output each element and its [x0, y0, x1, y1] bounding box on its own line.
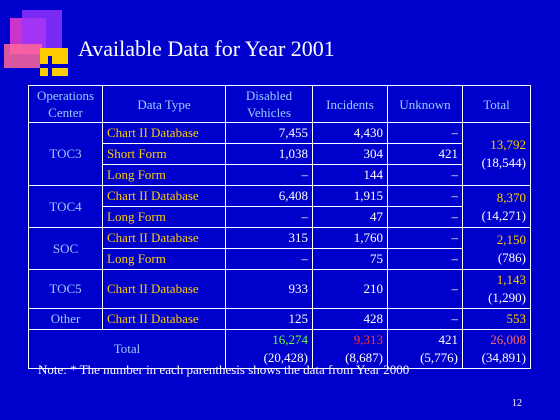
data-row: TOC3 Chart II Database 7,455 4,430–13,792 (1…	[28, 122, 531, 186]
grand-value: 9,313	[353, 332, 383, 347]
data-table: Operations Center Data Type Disabled Vehic…	[28, 85, 531, 369]
number-cell: –	[387, 308, 463, 330]
header-cell: Incidents	[312, 85, 388, 123]
total-cell: 1,143 (1,290)	[462, 269, 531, 309]
number-cell: 7,455	[225, 122, 313, 144]
deco-square	[4, 44, 42, 68]
header-cell: Operations Center	[28, 85, 103, 123]
number-cell: 210	[312, 269, 388, 309]
data-type: Chart II Database	[102, 308, 226, 330]
data-type: Long Form	[102, 248, 226, 270]
deco-line	[40, 64, 68, 68]
data-row: Long Form –75–	[29, 248, 531, 270]
total-label: Total	[28, 329, 226, 369]
number-cell: 6,408	[225, 185, 313, 207]
total-prior: (786)	[497, 249, 526, 265]
data-type: Long Form	[102, 164, 226, 186]
header-row: Operations Center Data Type Disabled Vehic…	[28, 85, 531, 123]
number-cell: 315	[225, 227, 313, 249]
number-cell: 1,038	[225, 143, 313, 165]
number-cell: 1,915	[312, 185, 388, 207]
data-row: Long Form –144–	[29, 164, 531, 186]
total-value: 2,150	[496, 231, 526, 247]
data-type: Chart II Database	[102, 269, 226, 309]
number-cell: –	[225, 206, 313, 228]
title: Available Data for Year 2001	[78, 36, 335, 61]
total-cell: 8,370 (14,271)	[462, 185, 531, 228]
number-cell: 47	[312, 206, 388, 228]
grand-total-cell: 26,008 (34,891)	[462, 329, 531, 369]
data-type: Long Form	[102, 206, 226, 228]
decoration	[4, 10, 68, 84]
center-cell: SOC	[28, 227, 103, 270]
number-cell: –	[387, 164, 463, 186]
number-cell: 421	[387, 143, 463, 165]
data-row: SOC Chart II Database 315 1,760– 2,150 (786)	[28, 227, 531, 270]
total-value: 8,370	[496, 189, 526, 205]
header-cell: Disabled Vehicles	[225, 85, 313, 123]
grand-prior: (8,687)	[345, 350, 383, 365]
center-cell: TOC3	[28, 122, 103, 186]
number-cell: –	[387, 122, 463, 144]
total-prior: (1,290)	[488, 290, 526, 305]
header-cell: Data Type	[102, 85, 226, 123]
number-cell: –	[387, 206, 463, 228]
number-cell: –	[225, 248, 313, 270]
total-cell: 2,150 (786)	[462, 227, 531, 270]
center-cell: TOC4	[28, 185, 103, 228]
total-value: 1,143	[496, 272, 526, 287]
deco-line	[48, 56, 52, 84]
number-cell: 428	[312, 308, 388, 330]
number-cell: –	[387, 185, 463, 207]
total-row: Total 16,274 (20,428) 9,313 (8,687) 421 (5,776…	[28, 329, 531, 369]
total-prior: (14,271)	[481, 207, 526, 223]
number-cell: 304	[312, 143, 388, 165]
data-type: Chart II Database	[102, 227, 226, 249]
number-cell: 75	[312, 248, 388, 270]
grand-value: 26,008	[490, 332, 526, 347]
number-cell: 4,430	[312, 122, 388, 144]
header-cell: Total	[462, 85, 531, 123]
center-cell: TOC5	[28, 269, 103, 309]
data-row: Other Chart II Database 125 428– 553	[28, 308, 531, 330]
total-value: 553	[506, 311, 527, 326]
number-cell: –	[225, 164, 313, 186]
header-cell: Unknown	[387, 85, 463, 123]
grand-total-cell: 9,313 (8,687)	[312, 329, 388, 369]
data-row: TOC5 Chart II Database 933 210– 1,143 (1,290)	[28, 269, 531, 309]
number-cell: –	[387, 227, 463, 249]
note: Note: * The number in each parenthesis s…	[38, 362, 410, 377]
total-cell: 13,792 (18,544)	[462, 122, 531, 186]
grand-total-cell: 421 (5,776)	[387, 329, 463, 369]
data-type: Short Form	[102, 143, 226, 165]
total-cell: 553	[462, 308, 531, 330]
number-cell: 1,760	[312, 227, 388, 249]
deco-square	[22, 10, 62, 50]
number-cell: 933	[225, 269, 313, 309]
center-cell: Other	[28, 308, 103, 330]
number-cell: –	[387, 248, 463, 270]
data-type: Chart II Database	[102, 122, 226, 144]
total-value: 13,792	[490, 137, 526, 152]
data-type: Chart II Database	[102, 185, 226, 207]
grand-prior: (5,776)	[420, 350, 458, 365]
grand-value: 421	[438, 332, 459, 347]
page-number: 12	[512, 398, 522, 409]
deco-square	[40, 48, 68, 76]
data-row: Long Form –47–	[29, 206, 531, 228]
grand-value: 16,274	[272, 332, 308, 347]
total-prior: (18,544)	[481, 155, 526, 170]
number-cell: 125	[225, 308, 313, 330]
grand-prior: (34,891)	[481, 350, 526, 365]
number-cell: 144	[312, 164, 388, 186]
data-row: Short Form 1,038 304 421	[29, 143, 531, 165]
grand-prior: (20,428)	[263, 350, 308, 365]
number-cell: –	[387, 269, 463, 309]
data-row: TOC4 Chart II Database 6,408 1,915– 8,370 (14…	[28, 185, 531, 228]
